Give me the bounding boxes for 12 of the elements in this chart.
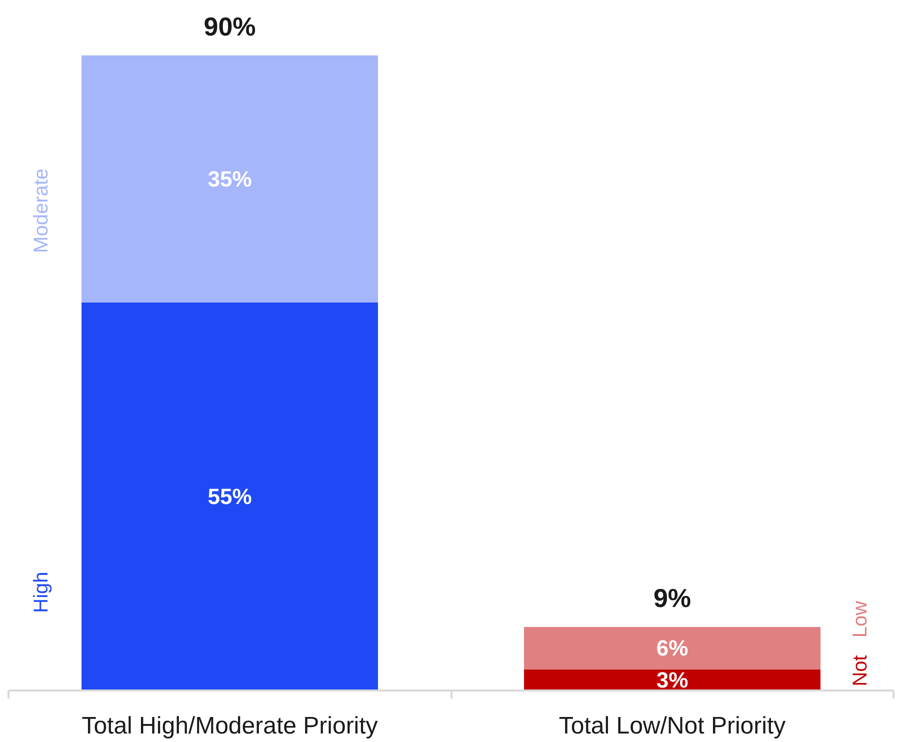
text: Not <box>849 654 872 686</box>
data-label: 3% <box>656 667 688 692</box>
total-label: 9% <box>653 582 692 613</box>
data-label: 6% <box>656 636 688 661</box>
total-label: 90% <box>204 11 256 42</box>
text: High <box>30 572 53 613</box>
x-tick-label: Total Low/Not Priority <box>558 712 786 740</box>
data-label: 35% <box>208 166 252 192</box>
text: Low <box>849 600 872 638</box>
data-label: 55% <box>208 484 252 509</box>
text: Moderate <box>30 168 53 253</box>
x-tick-label: Total High/Moderate Priority <box>82 712 378 740</box>
